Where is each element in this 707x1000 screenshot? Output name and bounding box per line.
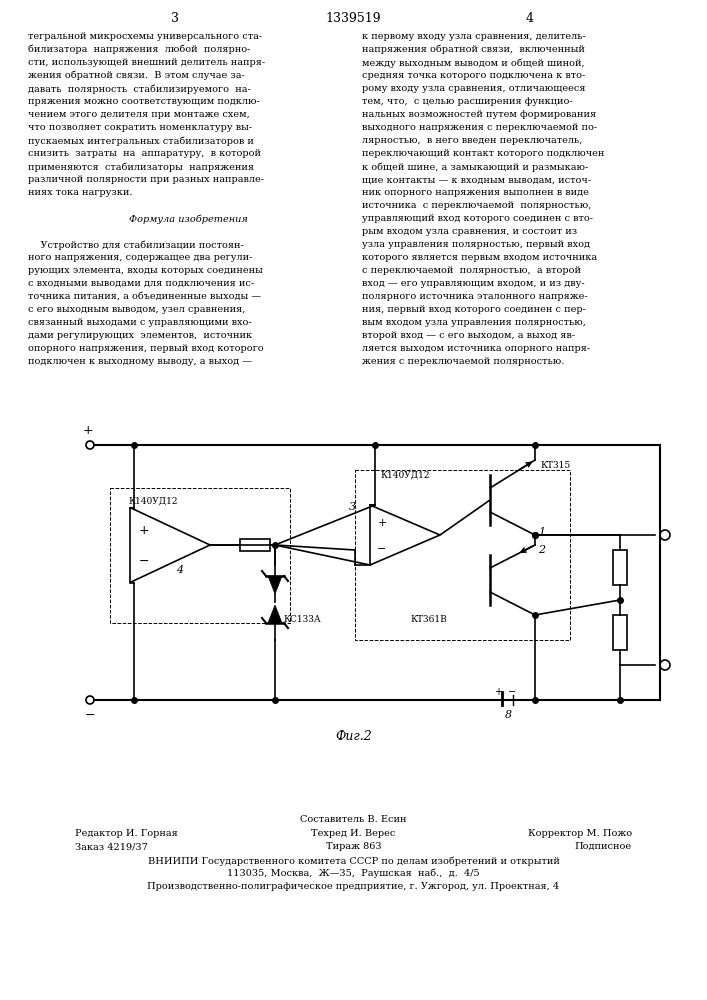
Text: различной полярности при разных направле-: различной полярности при разных направле…: [28, 175, 264, 184]
Text: связанный выходами с управляющими вхо-: связанный выходами с управляющими вхо-: [28, 318, 252, 327]
Text: выходного напряжения с переключаемой по-: выходного напряжения с переключаемой по-: [362, 123, 597, 132]
Text: 1: 1: [538, 527, 545, 537]
Text: рому входу узла сравнения, отличающееся: рому входу узла сравнения, отличающееся: [362, 84, 585, 93]
Text: с входными выводами для подключения ис-: с входными выводами для подключения ис-: [28, 279, 254, 288]
Text: КС133А: КС133А: [283, 614, 321, 624]
Text: дами регулирующих  элементов,  источник: дами регулирующих элементов, источник: [28, 331, 252, 340]
Text: что позволяет сократить номенклатуру вы-: что позволяет сократить номенклатуру вы-: [28, 123, 252, 132]
Text: К140УД12: К140УД12: [380, 471, 429, 480]
Text: точника питания, а объединенные выходы —: точника питания, а объединенные выходы —: [28, 292, 261, 301]
Text: пряжения можно соответствующим подклю-: пряжения можно соответствующим подклю-: [28, 97, 259, 106]
Text: Техред И. Верес: Техред И. Верес: [311, 829, 396, 838]
Text: ного напряжения, содержащее два регули-: ного напряжения, содержащее два регули-: [28, 253, 252, 262]
Text: +: +: [494, 687, 502, 697]
Text: Корректор М. Пожо: Корректор М. Пожо: [528, 829, 632, 838]
Bar: [613, 615, 627, 650]
Text: КТ361В: КТ361В: [410, 615, 447, 624]
Text: Устройство для стабилизации постоян-: Устройство для стабилизации постоян-: [28, 240, 244, 249]
Text: жения обратной связи.  В этом случае за-: жения обратной связи. В этом случае за-: [28, 71, 245, 81]
Text: тегральной микросхемы универсального ста-: тегральной микросхемы универсального ста…: [28, 32, 262, 41]
Text: Заказ 4219/37: Заказ 4219/37: [75, 842, 148, 851]
Text: нальных возможностей путем формирования: нальных возможностей путем формирования: [362, 110, 596, 119]
Text: второй вход — с его выходом, а выход яв-: второй вход — с его выходом, а выход яв-: [362, 331, 575, 340]
Text: тем, что,  с целью расширения функцио-: тем, что, с целью расширения функцио-: [362, 97, 573, 106]
Text: давать  полярность  стабилизируемого  на-: давать полярность стабилизируемого на-: [28, 84, 251, 94]
Text: применяются  стабилизаторы  напряжения: применяются стабилизаторы напряжения: [28, 162, 254, 172]
Text: К140УД12: К140УД12: [128, 496, 177, 506]
Polygon shape: [268, 576, 282, 594]
Text: лярностью,  в него введен переключатель,: лярностью, в него введен переключатель,: [362, 136, 583, 145]
Text: Формула изобретения: Формула изобретения: [129, 214, 247, 224]
Bar: [110, 488, 290, 622]
Text: +: +: [83, 424, 93, 437]
Text: Редактор И. Горная: Редактор И. Горная: [75, 829, 177, 838]
Text: которого является первым входом источника: которого является первым входом источник…: [362, 253, 597, 262]
Text: Составитель В. Есин: Составитель В. Есин: [300, 815, 407, 824]
Text: −: −: [85, 709, 95, 722]
Text: Производственно-полиграфическое предприятие, г. Ужгород, ул. Проектная, 4: Производственно-полиграфическое предприя…: [148, 882, 559, 891]
Text: пускаемых интегральных стабилизаторов и: пускаемых интегральных стабилизаторов и: [28, 136, 254, 145]
Text: управляющий вход которого соединен с вто-: управляющий вход которого соединен с вто…: [362, 214, 593, 223]
Text: 3: 3: [349, 502, 356, 512]
Text: Фиг.2: Фиг.2: [335, 730, 372, 743]
Text: ниях тока нагрузки.: ниях тока нагрузки.: [28, 188, 132, 197]
Text: 3: 3: [171, 12, 179, 25]
Text: с переключаемой  полярностью,  а второй: с переключаемой полярностью, а второй: [362, 266, 581, 275]
Text: −: −: [378, 544, 387, 554]
Text: снизить  затраты  на  аппаратуру,  в которой: снизить затраты на аппаратуру, в которой: [28, 149, 261, 158]
Text: к общей шине, а замыкающий и размыкаю-: к общей шине, а замыкающий и размыкаю-: [362, 162, 588, 172]
Bar: [355, 470, 570, 640]
Bar: [240, 539, 270, 551]
Text: +: +: [378, 518, 387, 528]
Text: 8: 8: [504, 710, 512, 720]
Text: 4: 4: [526, 12, 534, 25]
Text: −: −: [139, 554, 149, 568]
Text: к первому входу узла сравнения, делитель-: к первому входу узла сравнения, делитель…: [362, 32, 586, 41]
Text: вход — его управляющим входом, и из дву-: вход — его управляющим входом, и из дву-: [362, 279, 585, 288]
Text: ВНИИПИ Государственного комитета СССР по делам изобретений и открытий: ВНИИПИ Государственного комитета СССР по…: [148, 856, 559, 865]
Text: +: +: [139, 524, 149, 538]
Text: подключен к выходному выводу, а выход —: подключен к выходному выводу, а выход —: [28, 357, 252, 366]
Text: 113035, Москва,  Ж—35,  Раушская  наб.,  д.  4/5: 113035, Москва, Ж—35, Раушская наб., д. …: [227, 869, 480, 879]
Text: с его выходным выводом, узел сравнения,: с его выходным выводом, узел сравнения,: [28, 305, 245, 314]
Text: рующих элемента, входы которых соединены: рующих элемента, входы которых соединены: [28, 266, 263, 275]
Text: сти, использующей внешний делитель напря-: сти, использующей внешний делитель напря…: [28, 58, 265, 67]
Text: −: −: [508, 687, 516, 697]
Text: Подписное: Подписное: [575, 842, 632, 851]
Text: чением этого делителя при монтаже схем,: чением этого делителя при монтаже схем,: [28, 110, 250, 119]
Text: напряжения обратной связи,  включенный: напряжения обратной связи, включенный: [362, 45, 585, 54]
Text: жения с переключаемой полярностью.: жения с переключаемой полярностью.: [362, 357, 564, 366]
Text: переключающий контакт которого подключен: переключающий контакт которого подключен: [362, 149, 604, 158]
Text: ник опорного напряжения выполнен в виде: ник опорного напряжения выполнен в виде: [362, 188, 589, 197]
Text: КТ315: КТ315: [540, 460, 571, 470]
Text: Тираж 863: Тираж 863: [326, 842, 381, 851]
Text: рым входом узла сравнения, и состоит из: рым входом узла сравнения, и состоит из: [362, 227, 577, 236]
Text: щие контакты — к входным выводам, источ-: щие контакты — к входным выводам, источ-: [362, 175, 591, 184]
Text: опорного напряжения, первый вход которого: опорного напряжения, первый вход которог…: [28, 344, 264, 353]
Text: полярного источника эталонного напряже-: полярного источника эталонного напряже-: [362, 292, 588, 301]
Text: узла управления полярностью, первый вход: узла управления полярностью, первый вход: [362, 240, 590, 249]
Polygon shape: [268, 605, 282, 623]
Text: 2: 2: [538, 545, 545, 555]
Text: ния, первый вход которого соединен с пер-: ния, первый вход которого соединен с пер…: [362, 305, 586, 314]
Text: билизатора  напряжения  любой  полярно-: билизатора напряжения любой полярно-: [28, 45, 250, 54]
Text: вым входом узла управления полярностью,: вым входом узла управления полярностью,: [362, 318, 586, 327]
Text: 1339519: 1339519: [326, 12, 381, 25]
Text: между выходным выводом и общей шиной,: между выходным выводом и общей шиной,: [362, 58, 585, 68]
Bar: [613, 550, 627, 585]
Text: 4: 4: [177, 565, 184, 575]
Text: ляется выходом источника опорного напря-: ляется выходом источника опорного напря-: [362, 344, 590, 353]
Text: источника  с переключаемой  полярностью,: источника с переключаемой полярностью,: [362, 201, 591, 210]
Text: средняя точка которого подключена к вто-: средняя точка которого подключена к вто-: [362, 71, 585, 80]
